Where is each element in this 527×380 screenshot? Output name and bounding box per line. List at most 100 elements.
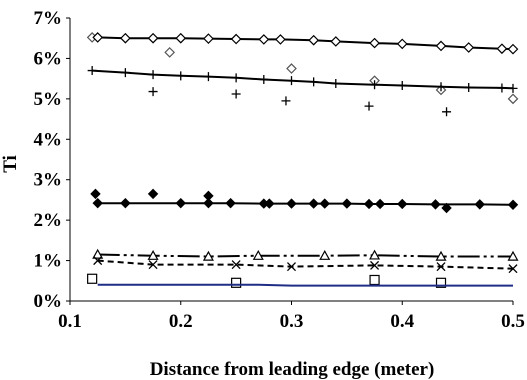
data-point xyxy=(435,40,447,52)
series-line xyxy=(97,202,514,206)
data-point xyxy=(281,96,291,106)
series-line xyxy=(92,69,514,90)
data-series xyxy=(92,32,519,55)
data-point xyxy=(203,72,213,82)
data-point xyxy=(286,63,297,74)
data-point xyxy=(308,34,319,46)
data-series xyxy=(97,283,513,287)
data-point xyxy=(92,197,103,209)
data-point xyxy=(507,199,519,210)
ticks: 0% 1% 2% 3% 4% 5% 6% 7% 0.1 0.2 0.3 0.4 0.5 xyxy=(34,8,525,332)
plot-area xyxy=(86,32,519,288)
data-point xyxy=(258,34,270,45)
data-point xyxy=(176,71,186,81)
axes xyxy=(69,18,513,302)
data-point xyxy=(90,188,101,200)
y-tick-label: 3% xyxy=(34,170,63,191)
data-point xyxy=(370,260,380,270)
data-point xyxy=(364,101,374,111)
data-point xyxy=(259,74,269,84)
data-point xyxy=(92,248,104,259)
data-point xyxy=(508,83,518,93)
data-point xyxy=(252,249,264,260)
data-series xyxy=(92,197,519,210)
data-series xyxy=(93,256,518,274)
x-axis-title: Distance from leading edge (meter) xyxy=(150,359,435,380)
data-point xyxy=(87,66,97,76)
data-point xyxy=(148,260,158,270)
data-point xyxy=(93,256,103,266)
data-point xyxy=(507,250,519,261)
data-point xyxy=(436,82,446,92)
y-tick-label: 4% xyxy=(34,129,63,150)
y-tick-label: 0% xyxy=(34,291,63,312)
data-point xyxy=(287,76,296,86)
data-point xyxy=(363,198,375,210)
data-point xyxy=(286,262,297,272)
data-point xyxy=(496,43,508,55)
data-point xyxy=(231,73,241,83)
data-point xyxy=(231,277,242,288)
series-line xyxy=(97,283,513,287)
data-series xyxy=(87,273,447,288)
data-point xyxy=(508,264,518,274)
series-line xyxy=(97,36,514,51)
data-point xyxy=(148,87,158,97)
data-point xyxy=(120,68,130,78)
data-series xyxy=(92,248,519,261)
data-point xyxy=(374,198,386,210)
x-tick-label: 0.4 xyxy=(390,311,414,332)
data-point xyxy=(319,249,331,260)
data-point xyxy=(87,273,98,284)
data-point xyxy=(309,77,319,87)
y-tick-label: 5% xyxy=(34,89,63,110)
data-point xyxy=(147,32,159,44)
x-tick-label: 0.5 xyxy=(501,311,525,332)
data-point xyxy=(231,260,241,270)
data-point xyxy=(330,36,342,47)
y-tick-label: 6% xyxy=(34,48,63,69)
data-series xyxy=(90,188,452,214)
x-tick-label: 0.1 xyxy=(58,311,82,332)
data-point xyxy=(397,198,408,210)
data-point xyxy=(497,83,507,93)
data-point xyxy=(286,198,297,209)
data-point xyxy=(331,78,341,88)
data-point xyxy=(441,202,452,214)
data-point xyxy=(442,107,452,117)
data-series xyxy=(148,87,452,117)
data-point xyxy=(396,38,408,50)
data-point xyxy=(202,250,214,261)
series-line xyxy=(97,259,514,270)
data-point xyxy=(92,32,104,43)
data-point xyxy=(308,198,319,209)
data-series xyxy=(86,32,519,105)
x-tick-label: 0.2 xyxy=(169,311,193,332)
data-point xyxy=(231,89,241,99)
x-tick-label: 0.3 xyxy=(280,311,304,332)
data-point xyxy=(120,197,131,209)
data-point xyxy=(435,277,447,288)
data-point xyxy=(225,197,236,209)
y-tick-label: 7% xyxy=(34,8,63,29)
data-point xyxy=(147,188,159,200)
data-point xyxy=(463,42,475,53)
data-point xyxy=(474,199,485,210)
data-point xyxy=(203,197,214,209)
data-point xyxy=(230,33,242,45)
data-point xyxy=(175,32,187,44)
data-series xyxy=(87,66,518,93)
data-point xyxy=(369,274,380,286)
data-point xyxy=(341,198,353,209)
data-point xyxy=(164,47,176,58)
data-point xyxy=(507,93,519,105)
data-point xyxy=(203,33,214,44)
data-point xyxy=(275,34,286,45)
series-line xyxy=(97,253,513,258)
data-point xyxy=(369,249,381,260)
data-point xyxy=(464,83,474,93)
data-point xyxy=(175,197,186,209)
y-tick-label: 2% xyxy=(34,210,63,231)
